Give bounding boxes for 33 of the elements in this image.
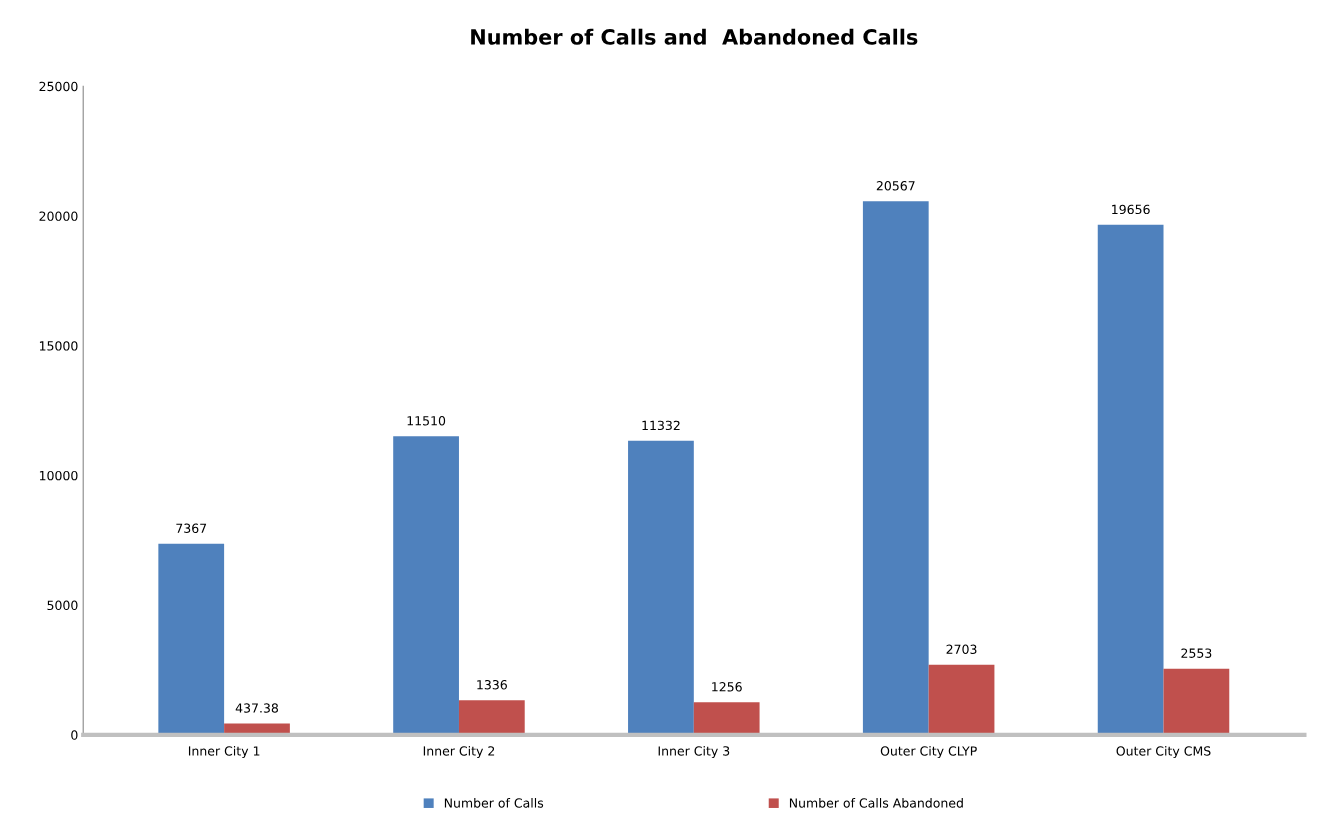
bar: [928, 664, 995, 735]
data-label: 11510: [407, 416, 446, 426]
legend-label: Number of Calls Abandoned: [789, 798, 963, 808]
bar: [862, 201, 929, 735]
data-label: 2553: [1181, 648, 1212, 658]
data-label: 2703: [946, 644, 977, 654]
data-label: 1336: [477, 680, 507, 690]
y-tick-label: 15000: [39, 341, 78, 351]
legend-label: Number of Calls: [444, 798, 544, 808]
bar: [628, 440, 694, 735]
data-label: 11332: [642, 420, 680, 431]
bar: [158, 543, 225, 735]
x-tick-label: Inner City 2: [423, 746, 495, 759]
y-tick-label: 25000: [39, 81, 78, 92]
x-tick-label: Outer City CMS: [1116, 746, 1211, 759]
y-tick-label: 20000: [39, 211, 78, 221]
data-label: 7367: [176, 523, 207, 533]
bar: [458, 700, 525, 735]
y-tick-label: 0: [71, 730, 78, 740]
y-tick-label: 5000: [47, 600, 78, 611]
data-label: 20567: [876, 181, 915, 191]
bar: [693, 702, 760, 735]
x-tick-label: Inner City 3: [658, 746, 730, 759]
x-tick-label: Inner City 1: [188, 746, 260, 759]
bar: [1097, 224, 1164, 735]
chart-title: Number of Calls and Abandoned Calls: [471, 28, 918, 45]
bar: [393, 436, 459, 735]
x-tick-label: Outer City CLYP: [880, 746, 977, 759]
data-label: 19656: [1112, 204, 1150, 215]
y-tick-label: 10000: [39, 470, 78, 481]
data-label: 437.38: [235, 703, 279, 713]
data-label: 1256: [712, 682, 742, 692]
bar: [1163, 668, 1230, 735]
